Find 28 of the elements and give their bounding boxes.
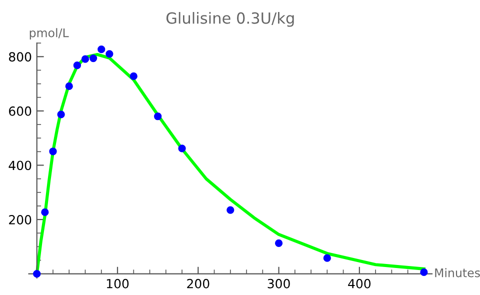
point [274, 239, 283, 247]
point [81, 55, 90, 63]
point [106, 50, 114, 58]
point [323, 254, 331, 262]
y-axis-title: pmol/L [30, 28, 69, 40]
chart-title: Glulisine 0.3U/kg [166, 12, 294, 27]
point [41, 208, 49, 216]
point [98, 45, 106, 54]
y-tick-label: 400 [8, 160, 32, 170]
y-tick-label: 200 [9, 214, 32, 224]
point [178, 144, 186, 152]
x-tick-label: 200 [187, 278, 210, 288]
point [226, 206, 234, 214]
point [57, 110, 65, 118]
point [420, 268, 428, 276]
point [154, 112, 162, 120]
x-tick-label: 100 [106, 278, 129, 288]
point [49, 148, 57, 156]
x-axis-title: Minutes [435, 268, 480, 278]
point [73, 62, 82, 70]
point [130, 72, 138, 80]
point [89, 54, 98, 62]
x-tick-label: 400 [348, 278, 371, 288]
x-tick-label: 300 [268, 278, 290, 288]
point [33, 270, 41, 278]
y-tick-label: 800 [8, 52, 32, 62]
point [65, 82, 73, 90]
y-tick-label: 600 [9, 106, 32, 116]
